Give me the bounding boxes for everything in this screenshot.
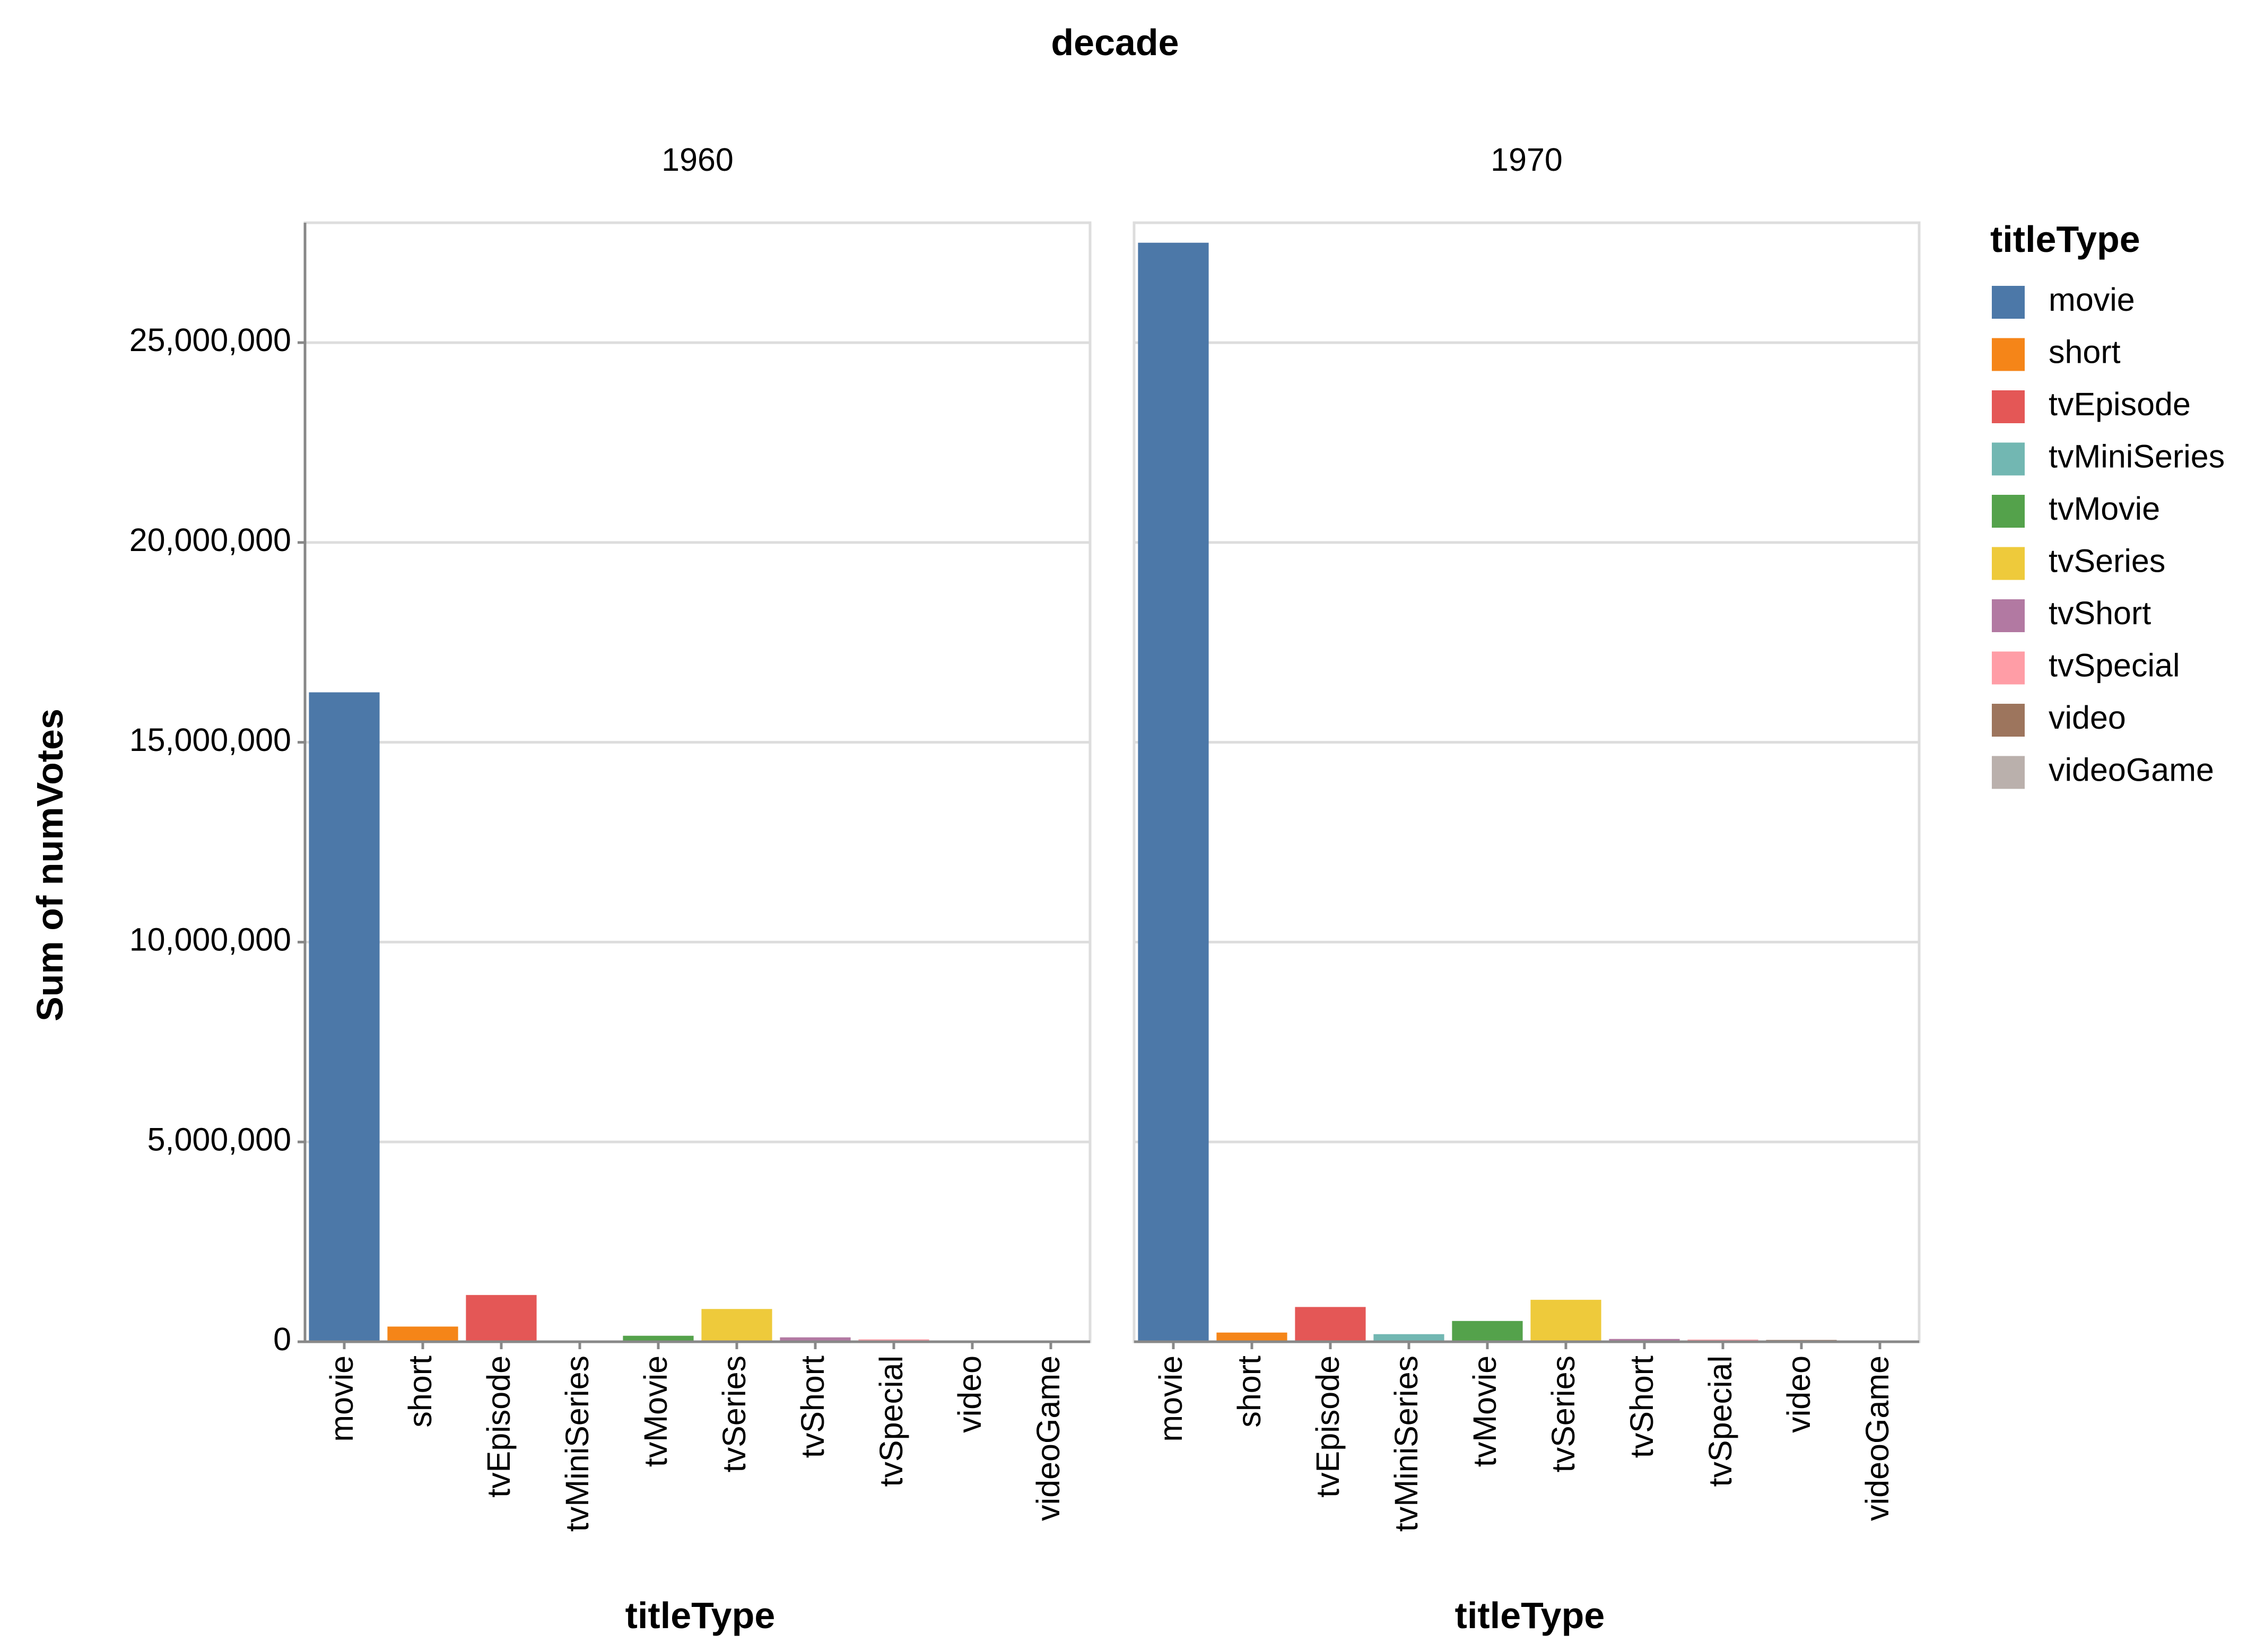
bar-short <box>387 1326 458 1342</box>
legend-swatch-tvShort <box>1992 599 2025 632</box>
facet-panel-1970: 1970 movie short tvEpisode tvMiniSeries tvMov… <box>1132 142 1921 1532</box>
x-tick-label: tvSeries <box>716 1356 752 1472</box>
x-tick-label: tvShort <box>1624 1356 1660 1458</box>
x-tick-label: movie <box>1153 1356 1189 1442</box>
legend-title: titleType <box>1990 218 2140 260</box>
y-tick-label: 10,000,000 <box>129 922 291 958</box>
x-axis-title: titleType <box>1455 1595 1605 1636</box>
x-tick-label: movie <box>324 1356 360 1442</box>
facet-panel-1960: 1960 movie short tvEpisode tvMiniSeries tvMov… <box>129 142 1092 1532</box>
bar-tvMiniSeries <box>1373 1334 1444 1342</box>
legend-swatch-tvMiniSeries <box>1992 442 2025 476</box>
legend-swatch-tvEpisode <box>1992 390 2025 423</box>
legend-label-tvEpisode: tvEpisode <box>2049 386 2191 422</box>
bar-tvSeries <box>1530 1299 1601 1342</box>
facets: 1960 movie short tvEpisode tvMiniSeries tvMov… <box>129 142 1921 1532</box>
x-tick-label: videoGame <box>1030 1356 1066 1521</box>
bar-tvMovie <box>1452 1321 1523 1342</box>
bar-tvShort <box>1609 1339 1680 1342</box>
bar-tvEpisode <box>1295 1307 1366 1342</box>
x-tick-label: tvSpecial <box>873 1356 909 1487</box>
plot-frame <box>303 221 1092 1343</box>
legend-swatch-videoGame <box>1992 756 2025 789</box>
legend-label-videoGame: videoGame <box>2049 752 2214 788</box>
y-tick-label: 15,000,000 <box>129 722 291 758</box>
x-tick-label: tvSeries <box>1545 1356 1581 1472</box>
legend-label-tvShort: tvShort <box>2049 595 2151 631</box>
legend-swatch-movie <box>1992 286 2025 319</box>
x-tick-label: tvEpisode <box>1310 1356 1346 1498</box>
y-tick-label: 20,000,000 <box>129 522 291 558</box>
bar-tvSeries <box>701 1309 772 1342</box>
facet-label: 1970 <box>1491 142 1563 178</box>
legend-swatch-tvMovie <box>1992 495 2025 528</box>
bar-movie <box>1138 242 1209 1342</box>
legend-label-movie: movie <box>2049 282 2135 318</box>
facet-header-title: decade <box>1051 22 1179 63</box>
x-tick-label: videoGame <box>1859 1356 1895 1521</box>
bar-movie <box>309 692 380 1342</box>
y-axis-title: Sum of numVotes <box>29 709 71 1021</box>
x-tick-label: short <box>1231 1356 1267 1428</box>
legend-swatch-tvSeries <box>1992 547 2025 580</box>
legend-swatch-tvSpecial <box>1992 651 2025 685</box>
plot-frame <box>1132 221 1921 1343</box>
x-tick-label: tvMovie <box>1467 1356 1503 1467</box>
bar-tvShort <box>780 1337 851 1342</box>
x-tick-label: tvEpisode <box>481 1356 517 1498</box>
y-tick-label: 5,000,000 <box>147 1121 291 1157</box>
bar-short <box>1216 1332 1287 1342</box>
legend-swatch-video <box>1992 704 2025 737</box>
x-tick-label: tvMovie <box>638 1356 674 1467</box>
legend-label-video: video <box>2049 700 2126 736</box>
legend: titleType movie short tvEpisode tvMiniSerie… <box>1990 218 2225 789</box>
legend-label-tvMiniSeries: tvMiniSeries <box>2049 439 2225 475</box>
bar-tvMovie <box>623 1335 694 1342</box>
x-tick-label: tvSpecial <box>1702 1356 1738 1487</box>
legend-label-tvMovie: tvMovie <box>2049 491 2160 527</box>
legend-label-short: short <box>2049 334 2121 370</box>
x-tick-label: tvShort <box>795 1356 831 1458</box>
x-tick-label: tvMiniSeries <box>1388 1356 1424 1532</box>
legend-label-tvSpecial: tvSpecial <box>2049 648 2180 684</box>
facet-label: 1960 <box>661 142 734 178</box>
bar-tvEpisode <box>466 1295 537 1342</box>
y-tick-label: 0 <box>273 1321 291 1357</box>
x-axis-title: titleType <box>625 1595 776 1636</box>
x-tick-label: tvMiniSeries <box>559 1356 595 1532</box>
x-tick-label: video <box>1781 1356 1817 1433</box>
x-tick-label: video <box>952 1356 988 1433</box>
legend-label-tvSeries: tvSeries <box>2049 543 2165 579</box>
y-tick-label: 25,000,000 <box>129 322 291 358</box>
legend-swatch-short <box>1992 338 2025 371</box>
x-tick-label: short <box>402 1356 438 1428</box>
